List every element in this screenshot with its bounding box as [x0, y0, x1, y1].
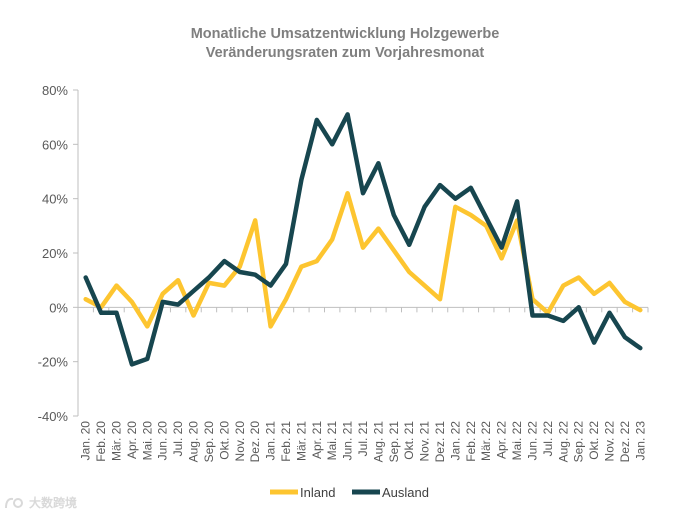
- x-tick-label: Sep. 21: [387, 421, 401, 463]
- x-tick-label: Feb. 22: [464, 421, 478, 462]
- x-tick-label: Nov. 20: [233, 421, 247, 462]
- brand-logo-icon: [5, 497, 23, 508]
- chart-title: Monatliche Umsatzentwicklung Holzgewerbe: [190, 26, 500, 42]
- watermark-text: 大数跨境: [29, 496, 78, 510]
- chart-subtitle: Veränderungsraten zum Vorjahresmonat: [205, 45, 485, 61]
- series-line-ausland: [83, 112, 643, 367]
- x-tick-label: Jun. 22: [525, 421, 539, 461]
- x-tick-label: Dez. 22: [618, 421, 632, 463]
- x-tick-label: Jan. 20: [79, 421, 93, 461]
- x-tick-label: Okt. 22: [587, 421, 601, 460]
- x-tick-label: Aug. 22: [556, 421, 570, 463]
- x-tick-label: Jun. 21: [341, 421, 355, 461]
- y-tick-label: 20%: [42, 246, 68, 261]
- legend-label-ausland: Ausland: [382, 485, 429, 500]
- x-tick-label: Jun. 20: [156, 421, 170, 461]
- x-tick-label: Nov. 21: [418, 421, 432, 462]
- x-tick-label: Jan. 21: [264, 421, 278, 461]
- x-tick-label: Jan. 23: [633, 421, 647, 461]
- x-tick-label: Dez. 21: [433, 421, 447, 463]
- x-tick-label: Jul. 20: [171, 421, 185, 457]
- x-tick-label: Feb. 21: [279, 421, 293, 462]
- x-tick-label: Mai. 20: [140, 421, 154, 461]
- watermark: 大数跨境: [4, 494, 77, 511]
- x-tick-label: Mär. 21: [294, 421, 308, 461]
- legend-label-inland: Inland: [300, 485, 335, 500]
- y-tick-label: 0%: [49, 300, 68, 315]
- y-tick-label: 60%: [42, 137, 68, 152]
- y-tick-label: -40%: [38, 409, 69, 424]
- x-tick-label: Mär. 20: [110, 421, 124, 461]
- x-tick-label: Okt. 21: [402, 421, 416, 460]
- series-line-inland: [83, 190, 643, 329]
- x-tick-label: Nov. 22: [602, 421, 616, 462]
- x-tick-label: Jul. 21: [356, 421, 370, 457]
- x-tick-label: Apr. 20: [125, 421, 139, 459]
- x-tick-label: Mär. 22: [479, 421, 493, 461]
- x-tick-label: Apr. 21: [310, 421, 324, 459]
- x-tick-label: Jan. 22: [448, 421, 462, 461]
- y-tick-label: 40%: [42, 192, 68, 207]
- x-tick-label: Apr. 22: [495, 421, 509, 459]
- x-tick-label: Aug. 21: [371, 421, 385, 463]
- x-tick-label: Sep. 20: [202, 421, 216, 463]
- x-tick-label: Jul. 22: [541, 421, 555, 457]
- y-tick-label: -20%: [38, 355, 69, 370]
- x-tick-label: Dez. 20: [248, 421, 262, 463]
- x-tick-label: Okt. 20: [217, 421, 231, 460]
- x-tick-label: Aug. 20: [187, 421, 201, 463]
- x-tick-label: Sep. 22: [572, 421, 586, 463]
- x-tick-label: Mai. 21: [325, 421, 339, 461]
- x-tick-label: Mai. 22: [510, 421, 524, 461]
- x-tick-label: Feb. 20: [94, 421, 108, 462]
- y-tick-label: 80%: [42, 83, 68, 98]
